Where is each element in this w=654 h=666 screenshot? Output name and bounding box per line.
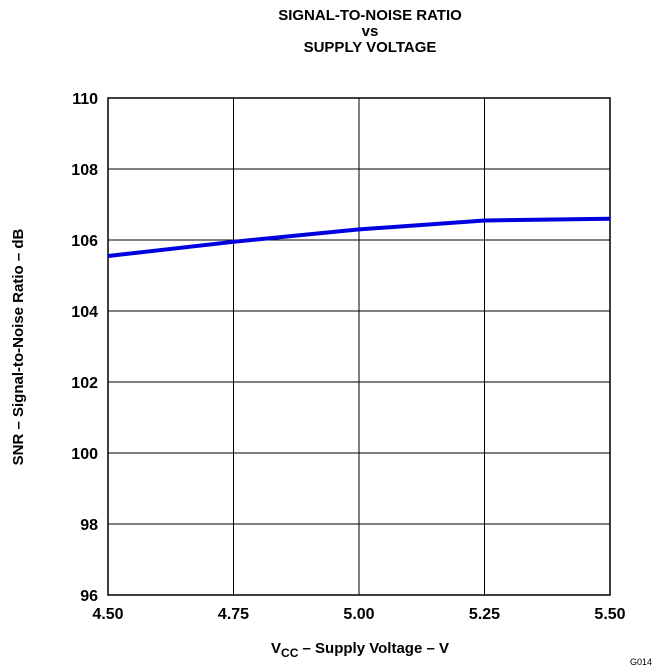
y-tick-label: 96 — [80, 588, 98, 605]
title-line-1: SIGNAL-TO-NOISE RATIO — [278, 7, 462, 24]
y-tick-label: 106 — [71, 233, 98, 250]
y-tick-label: 100 — [71, 446, 98, 463]
x-tick-label: 5.50 — [594, 606, 625, 623]
x-tick-labels: 4.50 4.75 5.00 5.25 5.50 — [92, 606, 625, 623]
grid-lines — [107, 97, 611, 596]
series-line — [107, 216, 611, 258]
title-line-3: SUPPLY VOLTAGE — [303, 39, 437, 56]
x-tick-label: 5.25 — [469, 606, 500, 623]
title-line-2: vs — [361, 23, 379, 40]
figure-code: G014 — [630, 657, 652, 666]
x-axis-label-sub: CC — [281, 646, 299, 660]
y-tick-labels: 110 108 106 104 102 100 98 96 — [71, 91, 98, 605]
y-tick-label: 110 — [72, 91, 98, 108]
y-axis-label: SNR – Signal-to-Noise Ratio – dB — [10, 228, 27, 465]
series-group — [107, 216, 611, 258]
y-tick-label: 104 — [71, 304, 98, 321]
x-axis-label-rest: – Supply Voltage – V — [298, 640, 449, 657]
x-tick-label: 4.75 — [218, 606, 249, 623]
y-tick-label: 108 — [71, 162, 98, 179]
chart-title: SIGNAL-TO-NOISE RATIO vs SUPPLY VOLTAGE — [160, 8, 580, 56]
x-axis-label-main: V — [271, 640, 281, 657]
y-tick-label: 102 — [71, 375, 98, 392]
x-tick-label: 5.00 — [343, 606, 374, 623]
x-tick-label: 4.50 — [92, 606, 123, 623]
x-axis-label: VCC – Supply Voltage – V — [271, 640, 449, 660]
plot-frame — [107, 97, 611, 596]
y-tick-label: 98 — [80, 517, 98, 534]
